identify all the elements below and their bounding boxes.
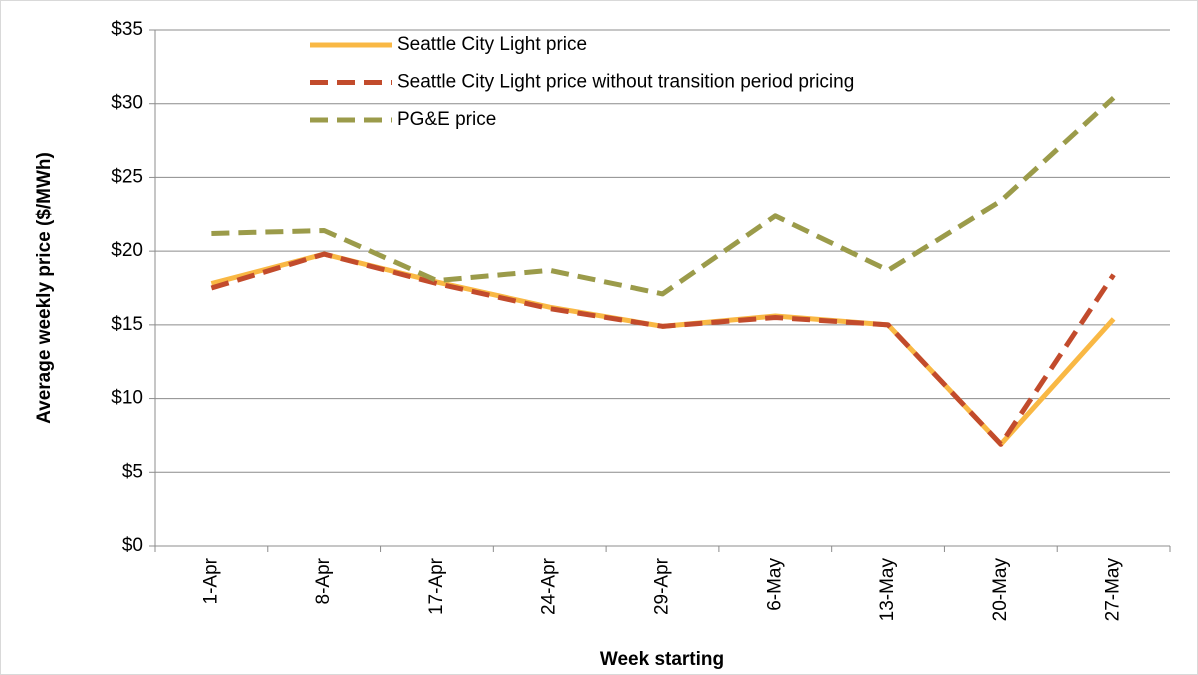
x-tick-label: 24-Apr: [539, 557, 560, 615]
series-line: [211, 95, 1116, 297]
y-tick-label: $15: [111, 314, 143, 335]
y-tick-label: $35: [111, 19, 143, 40]
x-tick-label: 1-Apr: [200, 557, 221, 604]
y-tick-label: $30: [111, 93, 143, 114]
legend-label: PG&E price: [397, 109, 496, 130]
series-line: [210, 251, 1116, 447]
x-tick-label: 6-May: [764, 558, 785, 611]
y-tick-label: $5: [122, 461, 143, 482]
x-tick-label: 17-Apr: [426, 557, 447, 615]
x-tick-label: 8-Apr: [313, 557, 334, 604]
x-tick-label: 20-May: [990, 558, 1011, 622]
x-tick-label: 27-May: [1103, 558, 1124, 622]
x-tick-label: 29-Apr: [652, 557, 673, 615]
y-tick-label: $0: [122, 535, 143, 556]
legend-label: Seattle City Light price: [397, 34, 587, 55]
y-tick-label: $25: [111, 166, 143, 187]
legend-label: Seattle City Light price without transit…: [397, 72, 854, 93]
y-axis-label: Average weekly price ($/MWh): [34, 152, 55, 424]
x-axis-label: Week starting: [600, 649, 724, 670]
x-tick-label: 13-May: [877, 558, 898, 622]
y-tick-label: $20: [111, 240, 143, 261]
y-tick-label: $10: [111, 388, 143, 409]
